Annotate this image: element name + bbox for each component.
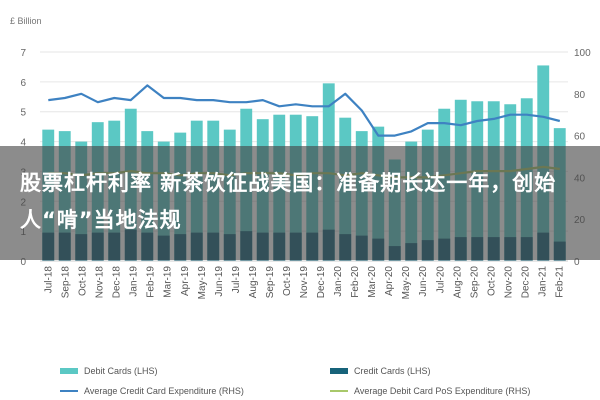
- headline: 股票杠杆利率 新茶饮征战美国：准备期长达一年，创始人“啃”当地法规: [20, 171, 557, 232]
- legend-label-avg-debit: Average Debit Card PoS Expenditure (RHS): [354, 386, 531, 396]
- legend: Debit Cards (LHS) Credit Cards (LHS) Ave…: [0, 360, 600, 400]
- x-tick-label: Aug-20: [452, 266, 463, 299]
- left-tick-label: 0: [20, 257, 26, 268]
- left-tick-label: 4: [20, 138, 26, 149]
- x-tick-label: Sep-18: [61, 266, 72, 299]
- x-tick-label: Sep-19: [265, 266, 276, 299]
- x-tick-label: Mar-19: [163, 266, 174, 298]
- legend-item-debit: Debit Cards (LHS): [60, 366, 158, 376]
- x-tick-label: Nov-18: [95, 266, 106, 299]
- x-tick-label: Jan-19: [129, 266, 140, 297]
- x-tick-label: Oct-20: [486, 266, 497, 296]
- x-tick-label: Nov-20: [503, 266, 514, 299]
- x-tick-label: Jul-19: [231, 266, 242, 294]
- x-tick-label: Jan-20: [333, 266, 344, 297]
- right-tick-label: 100: [574, 48, 591, 59]
- left-tick-label: 7: [20, 48, 26, 59]
- legend-label-debit: Debit Cards (LHS): [84, 366, 158, 376]
- right-tick-label: 0: [574, 257, 580, 268]
- legend-swatch-debit: [60, 368, 78, 374]
- left-axis-unit: £ Billion: [10, 16, 42, 26]
- legend-swatch-credit: [330, 368, 348, 374]
- left-tick-label: 6: [20, 78, 26, 89]
- x-tick-label: Jan-21: [537, 266, 548, 297]
- left-tick-label: 5: [20, 108, 26, 119]
- legend-swatch-avg-debit: [330, 390, 348, 392]
- x-tick-label: Jul-18: [44, 266, 55, 294]
- x-tick-label: Sep-20: [469, 266, 480, 299]
- x-tick-label: Dec-18: [112, 266, 123, 299]
- legend-swatch-avg-credit: [60, 390, 78, 392]
- legend-item-credit: Credit Cards (LHS): [330, 366, 431, 376]
- x-tick-label: Jun-19: [214, 266, 225, 297]
- x-tick-label: May-19: [197, 266, 208, 300]
- x-tick-label: Dec-19: [316, 266, 327, 299]
- legend-item-avg-credit: Average Credit Card Expenditure (RHS): [60, 386, 244, 396]
- x-tick-label: Oct-19: [282, 266, 293, 296]
- legend-label-avg-credit: Average Credit Card Expenditure (RHS): [84, 386, 244, 396]
- x-tick-label: May-20: [401, 266, 412, 300]
- x-tick-label: Mar-20: [367, 266, 378, 298]
- right-tick-label: 80: [574, 90, 586, 101]
- x-tick-label: Feb-20: [350, 266, 361, 298]
- right-tick-label: 60: [574, 132, 586, 143]
- x-tick-label: Oct-18: [78, 266, 89, 296]
- x-tick-label: Feb-19: [146, 266, 157, 298]
- headline-overlay: [0, 146, 600, 260]
- x-tick-label: Jul-20: [435, 266, 446, 294]
- line-avg-credit: [48, 84, 561, 137]
- x-tick-label: Dec-20: [520, 266, 531, 299]
- x-tick-label: Feb-21: [554, 266, 565, 298]
- legend-item-avg-debit: Average Debit Card PoS Expenditure (RHS): [330, 386, 530, 396]
- x-tick-label: Aug-19: [248, 266, 259, 299]
- x-tick-label: Apr-20: [384, 266, 395, 296]
- x-tick-label: Nov-19: [299, 266, 310, 299]
- x-tick-label: Jun-20: [418, 266, 429, 297]
- legend-label-credit: Credit Cards (LHS): [354, 366, 431, 376]
- x-tick-label: Apr-19: [180, 266, 191, 296]
